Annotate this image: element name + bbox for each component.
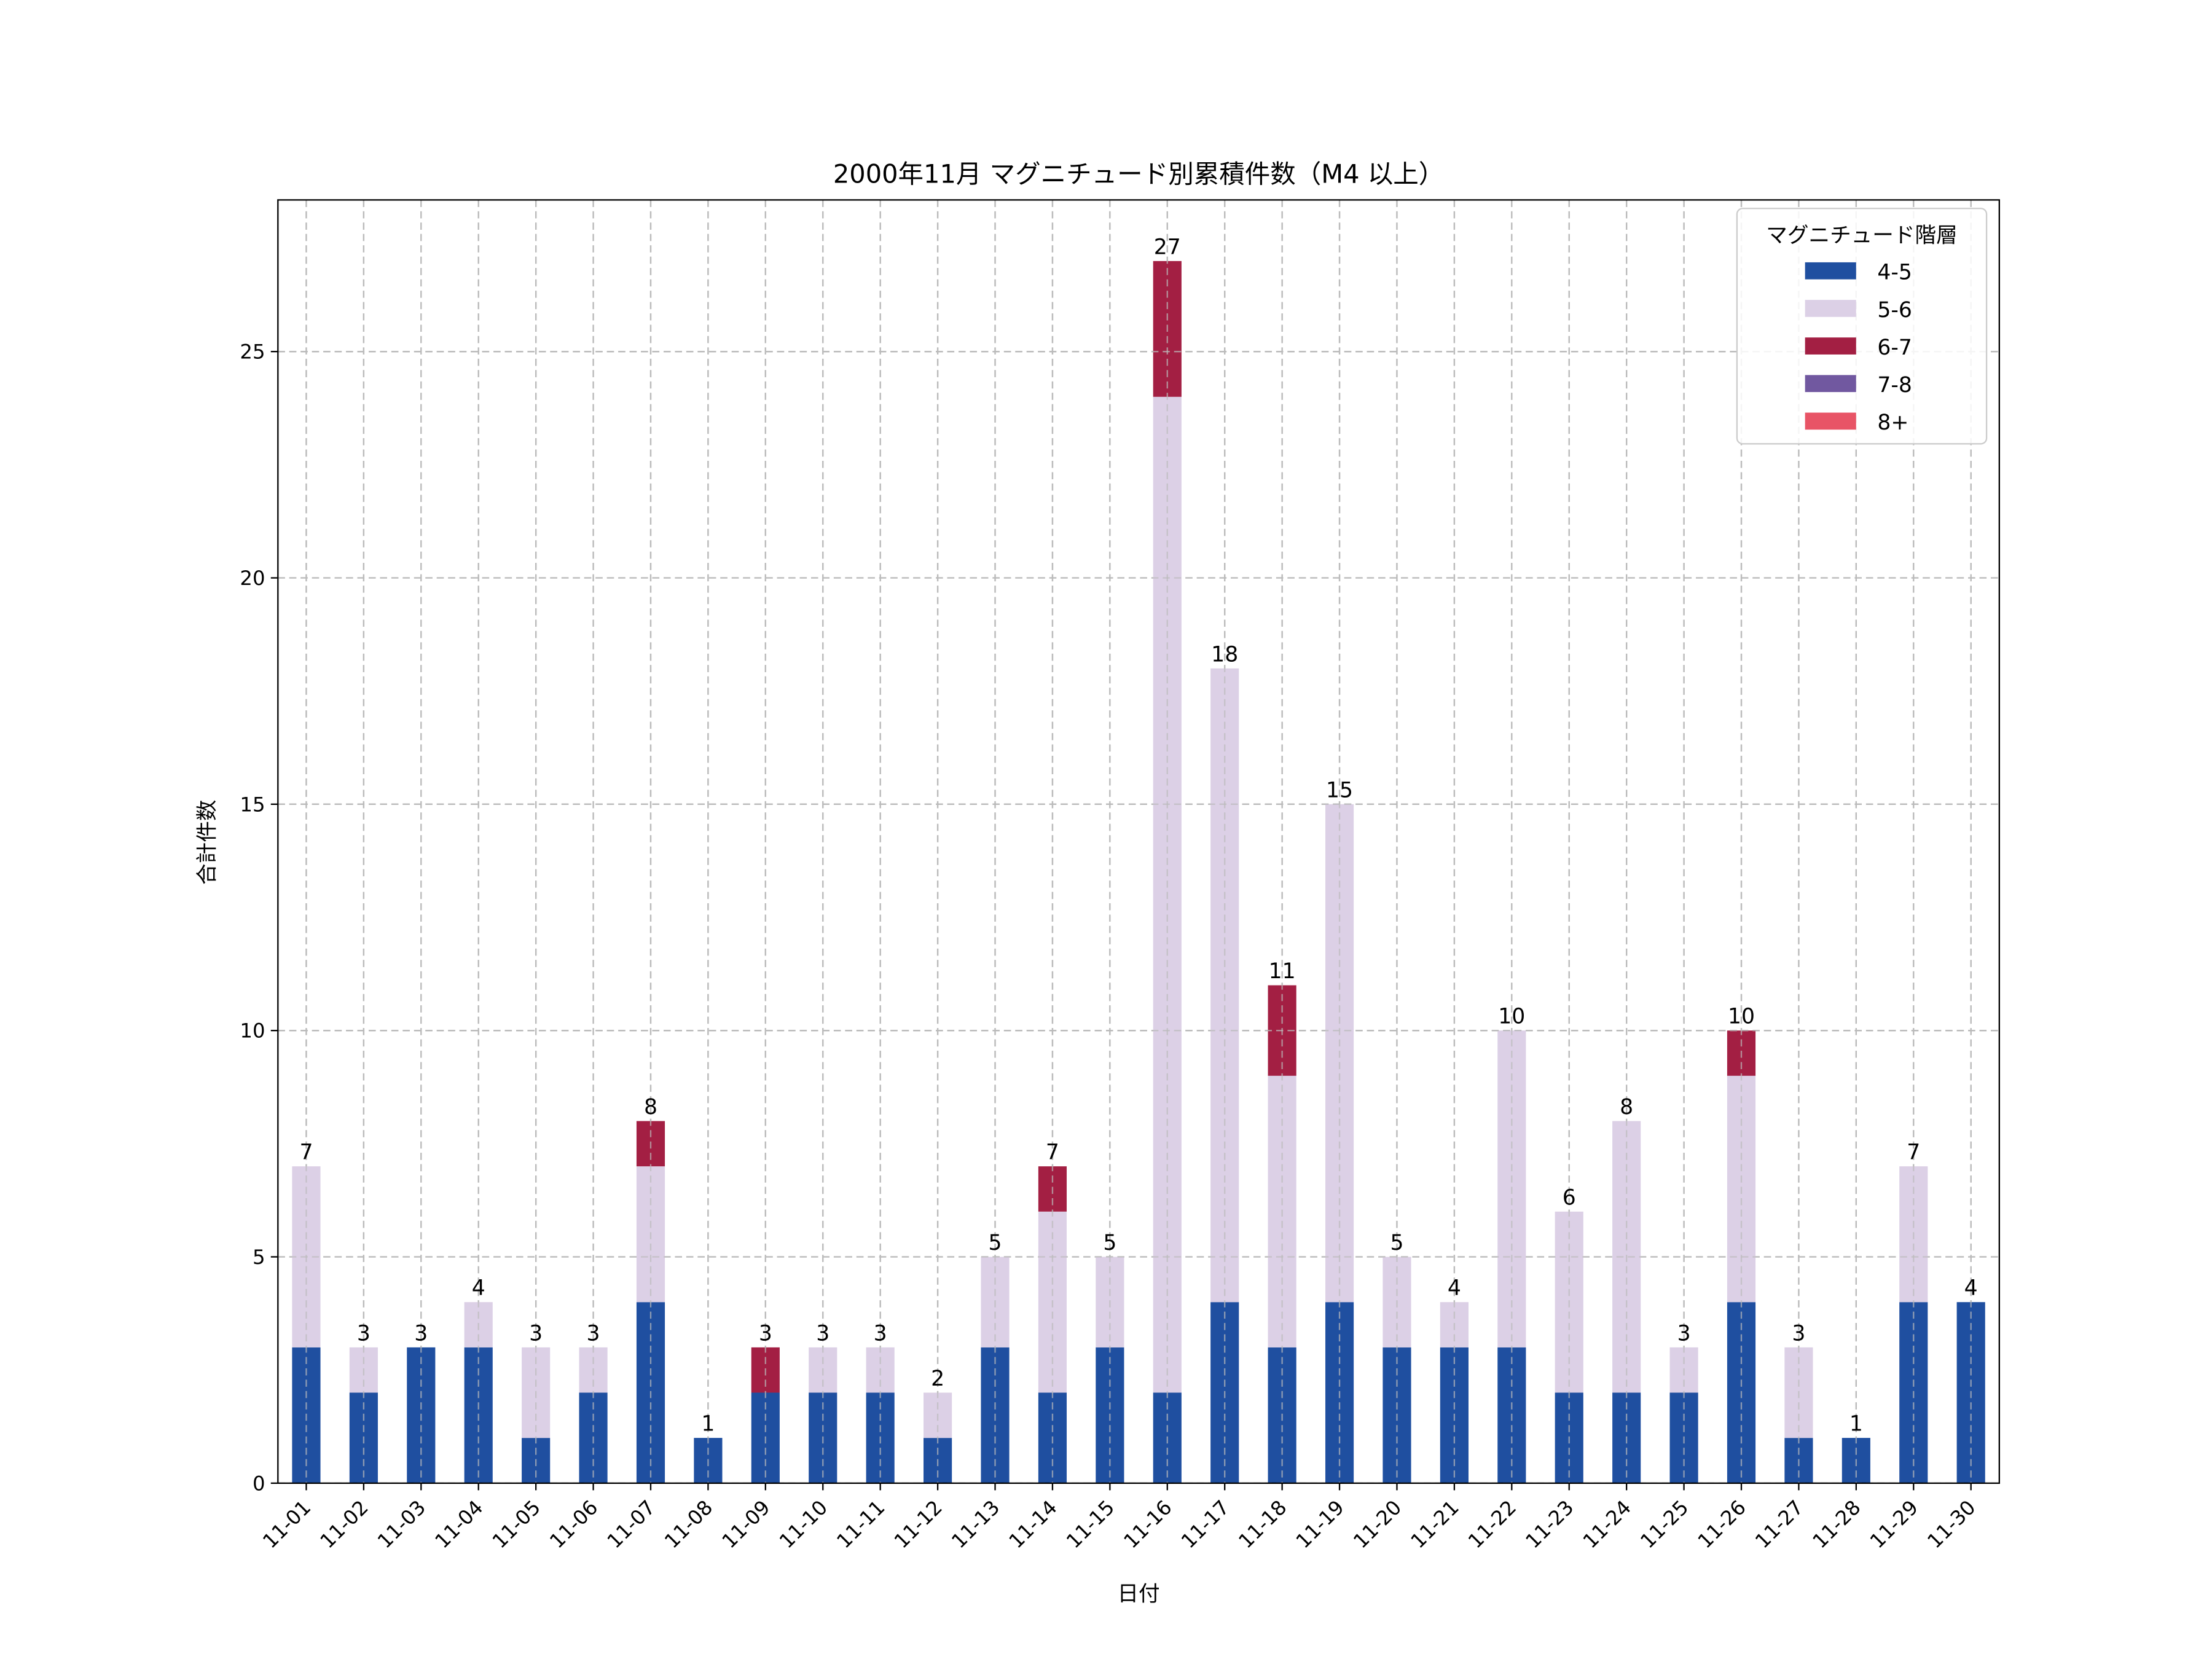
y-tick-label: 5 (253, 1245, 265, 1269)
total-label: 11 (1269, 959, 1296, 984)
total-label: 1 (1849, 1412, 1863, 1437)
legend-label: 5-6 (1877, 298, 1912, 323)
y-axis-label: 合計件数 (195, 800, 219, 885)
y-axis: 0 5 10 15 20 25 (240, 340, 278, 1495)
total-label: 3 (357, 1321, 371, 1346)
legend: マグニチュード階層 4-5 5-6 6-7 7-8 8+ (1736, 208, 1988, 445)
total-label: 18 (1211, 642, 1238, 667)
y-tick-label: 20 (240, 567, 265, 590)
total-label: 3 (816, 1321, 830, 1346)
total-label: 4 (1448, 1276, 1461, 1301)
y-tick-label: 0 (253, 1472, 265, 1495)
total-label: 7 (1046, 1140, 1059, 1165)
total-label: 27 (1154, 235, 1181, 259)
total-label: 8 (644, 1095, 657, 1120)
y-tick-label: 10 (240, 1019, 265, 1043)
total-label: 6 (1563, 1185, 1576, 1210)
x-axis-label: 日付 (1117, 1582, 1159, 1606)
total-label: 5 (989, 1231, 1002, 1255)
total-label: 3 (874, 1321, 887, 1346)
total-label: 4 (1964, 1276, 1978, 1301)
total-label: 3 (587, 1321, 600, 1346)
total-label: 8 (1620, 1095, 1633, 1120)
total-label: 15 (1326, 778, 1353, 802)
total-label: 3 (1677, 1321, 1691, 1346)
legend-title: マグニチュード階層 (1766, 224, 1957, 248)
legend-label: 4-5 (1877, 261, 1912, 285)
total-label: 3 (1792, 1321, 1805, 1346)
legend-swatch-8+ (1805, 412, 1856, 430)
total-label: 7 (1907, 1140, 1920, 1165)
legend-label: 7-8 (1877, 373, 1912, 398)
total-label: 10 (1728, 1005, 1755, 1029)
total-label: 5 (1390, 1231, 1403, 1255)
total-label: 10 (1498, 1005, 1525, 1029)
total-label: 7 (299, 1140, 313, 1165)
total-label: 3 (759, 1321, 772, 1346)
legend-box (1736, 208, 1988, 445)
grid-overlay (278, 200, 1999, 1484)
total-label: 2 (931, 1367, 944, 1391)
legend-label: 8+ (1877, 410, 1908, 435)
chart-title: 2000年11月 マグニチュード別累積件数（M4 以上） (833, 159, 1444, 189)
legend-swatch-5-6 (1805, 300, 1856, 317)
legend-swatch-7-8 (1805, 375, 1856, 393)
legend-swatch-6-7 (1805, 337, 1856, 355)
legend-swatch-4-5 (1805, 262, 1856, 280)
total-label: 5 (1103, 1231, 1116, 1255)
plot-frame (277, 199, 2000, 1484)
legend-label: 6-7 (1877, 335, 1912, 360)
total-label: 4 (472, 1276, 485, 1301)
total-label: 3 (529, 1321, 543, 1346)
y-tick-label: 25 (240, 340, 265, 364)
total-label: 1 (701, 1412, 715, 1437)
total-label: 3 (414, 1321, 428, 1346)
y-tick-label: 15 (240, 793, 265, 816)
